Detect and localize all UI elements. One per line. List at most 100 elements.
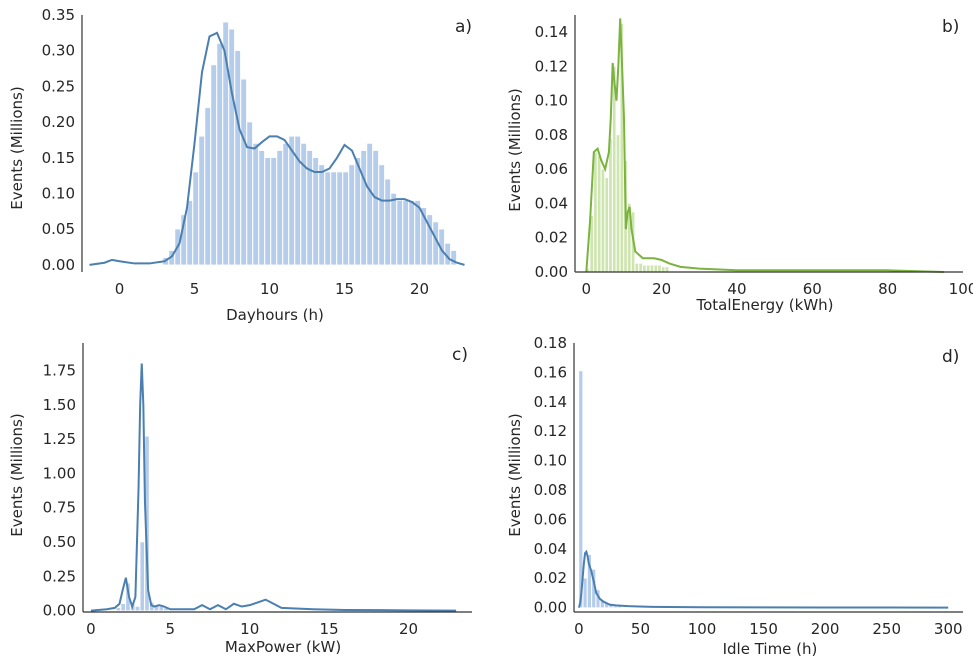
- panel-a-bar-5: [186, 200, 193, 266]
- panel-a-bar-19: [270, 157, 277, 266]
- panel-b-ytick-3: 0.06: [535, 160, 568, 178]
- panel-b-bar-18: [653, 264, 658, 273]
- panel-a-label: a): [455, 17, 472, 37]
- panel-b-ylabel: Events (Millions): [506, 88, 524, 211]
- panel-a-bar-10: [216, 43, 223, 266]
- panel-c-bar-4: [135, 606, 140, 611]
- panel-c-ytick-6: 1.50: [43, 396, 76, 414]
- panel-d-ytick-0: 0.00: [534, 599, 567, 617]
- panel-a-xtick-1: 5: [190, 280, 200, 298]
- panel-c-bar-1: [120, 603, 126, 611]
- panel-c-bar-5: [139, 541, 145, 611]
- panel-a-bar-14: [240, 79, 247, 266]
- panel-a-bar-35: [366, 143, 373, 266]
- panel-a-axes: 0 5 10 15 20 0.00 0.05 0.10 0.15 0.20 0.25 0.30 0.35: [42, 6, 429, 298]
- panel-d-ytick-8: 0.16: [534, 363, 567, 381]
- panel-c-ytick-1: 0.25: [43, 567, 76, 585]
- panel-d-xtick-6: 300: [934, 620, 963, 638]
- panel-a-bar-23: [294, 136, 301, 266]
- panel-d-ytick-7: 0.14: [534, 393, 567, 411]
- panel-c-xtick-3: 15: [320, 620, 339, 638]
- panel-a-bar-20: [276, 150, 283, 266]
- panel-a-bar-32: [348, 164, 355, 266]
- panel-a-ytick-3: 0.15: [42, 149, 75, 167]
- panel-b-xtick-0: 0: [582, 280, 592, 298]
- panel-d-bar-2: [587, 554, 592, 608]
- panel-a-bar-31: [342, 171, 349, 266]
- panel-c-xtick-2: 10: [240, 620, 259, 638]
- panel-a-bar-45: [426, 214, 433, 266]
- panel-b-bar-4: [601, 168, 605, 273]
- panel-a-bar-6: [192, 171, 199, 266]
- panel-b-bar-2: [593, 151, 598, 273]
- panel-a-ytick-4: 0.20: [42, 113, 75, 131]
- panel-a-bar-16: [252, 143, 259, 266]
- panel-c-xtick-0: 0: [86, 620, 96, 638]
- panel-a-bar-25: [306, 150, 313, 266]
- panel-c-ytick-3: 0.75: [43, 499, 76, 517]
- panel-a-bar-29: [330, 171, 337, 266]
- panel-a-bar-43: [414, 200, 421, 266]
- panel-c: 0 5 10 15 20 0.00 0.25 0.50 0.75 1.00 1.25 1.50 1.75…: [8, 343, 472, 656]
- panel-d-axes: 0 50 100 150 200 250 300 0.00 0.02 0.04 0.06 0.08 0.…: [534, 334, 963, 638]
- panel-a-bar-41: [402, 200, 409, 266]
- panel-a-bars: [162, 21, 457, 266]
- panel-c-label: c): [452, 345, 468, 365]
- panel-d-ylabel: Events (Millions): [506, 413, 524, 536]
- panel-b-bar-15: [642, 264, 647, 273]
- panel-a-bar-44: [420, 207, 427, 266]
- panel-b-xtick-3: 60: [803, 280, 822, 298]
- panel-c-ytick-0: 0.00: [43, 602, 76, 620]
- panel-a-bar-21: [282, 143, 289, 266]
- panel-a-bar-26: [312, 157, 319, 266]
- panel-a-bar-39: [390, 193, 397, 266]
- panel-a-ytick-1: 0.05: [42, 220, 75, 238]
- panel-a-bar-38: [384, 178, 391, 266]
- panel-d-xtick-5: 250: [872, 620, 901, 638]
- panel-c-ytick-4: 1.00: [43, 464, 76, 482]
- panel-b-ytick-1: 0.02: [535, 229, 568, 247]
- panel-a-xtick-2: 10: [260, 280, 279, 298]
- panel-d-ytick-5: 0.10: [534, 452, 567, 470]
- panel-b-ytick-7: 0.14: [535, 23, 568, 41]
- panel-a-bar-22: [288, 136, 295, 266]
- panel-a-xtick-4: 20: [410, 280, 429, 298]
- panel-b-ytick-6: 0.12: [535, 57, 568, 75]
- panel-a: 0 5 10 15 20 0.00 0.05 0.10 0.15 0.20 0.25 0.30 0.35…: [8, 6, 472, 324]
- panel-b-ytick-0: 0.00: [535, 263, 568, 281]
- panel-c-ytick-5: 1.25: [43, 430, 76, 448]
- panel-a-ytick-5: 0.25: [42, 77, 75, 95]
- panel-b-bar-20: [661, 266, 666, 273]
- panel-c-xlabel: MaxPower (kW): [225, 638, 341, 656]
- panel-a-bar-17: [258, 150, 265, 266]
- panel-c-ytick-7: 1.75: [43, 361, 76, 379]
- panel-c-bar-0: [116, 607, 121, 611]
- panel-b-xtick-4: 80: [878, 280, 897, 298]
- panel-d-kde-line: [577, 549, 949, 609]
- panel-a-bar-40: [396, 200, 403, 266]
- panel-d-ytick-4: 0.08: [534, 481, 567, 499]
- panel-a-bar-9: [210, 64, 217, 266]
- panel-d: 0 50 100 150 200 250 300 0.00 0.02 0.04 0.06 0.08 0.…: [506, 334, 963, 658]
- panel-d-bar-0: [578, 370, 583, 608]
- panel-a-bar-12: [228, 29, 235, 266]
- panel-a-bar-8: [204, 107, 211, 266]
- panel-a-ylabel: Events (Millions): [8, 86, 26, 209]
- panel-a-ytick-2: 0.10: [42, 184, 75, 202]
- panel-b-bar-14: [638, 263, 643, 273]
- panel-b-bar-6: [608, 138, 613, 273]
- panel-a-bar-7: [198, 136, 205, 266]
- panel-a-bar-33: [354, 157, 361, 266]
- panel-a-ytick-6: 0.30: [42, 42, 75, 60]
- panel-c-axes: 0 5 10 15 20 0.00 0.25 0.50 0.75 1.00 1.25 1.50 1.75: [43, 343, 472, 638]
- panel-b-xlabel: TotalEnergy (kWh): [695, 296, 833, 314]
- panel-c-ylabel: Events (Millions): [8, 413, 26, 536]
- panel-b-ytick-2: 0.04: [535, 194, 568, 212]
- panel-b-bar-16: [646, 264, 650, 273]
- panel-d-xtick-4: 200: [811, 620, 840, 638]
- panel-d-label: d): [942, 347, 959, 367]
- panel-d-xlabel: Idle Time (h): [723, 640, 818, 658]
- panel-c-kde-line: [90, 363, 457, 612]
- panel-a-xlabel: Dayhours (h): [226, 306, 324, 324]
- panel-a-bar-13: [234, 50, 241, 266]
